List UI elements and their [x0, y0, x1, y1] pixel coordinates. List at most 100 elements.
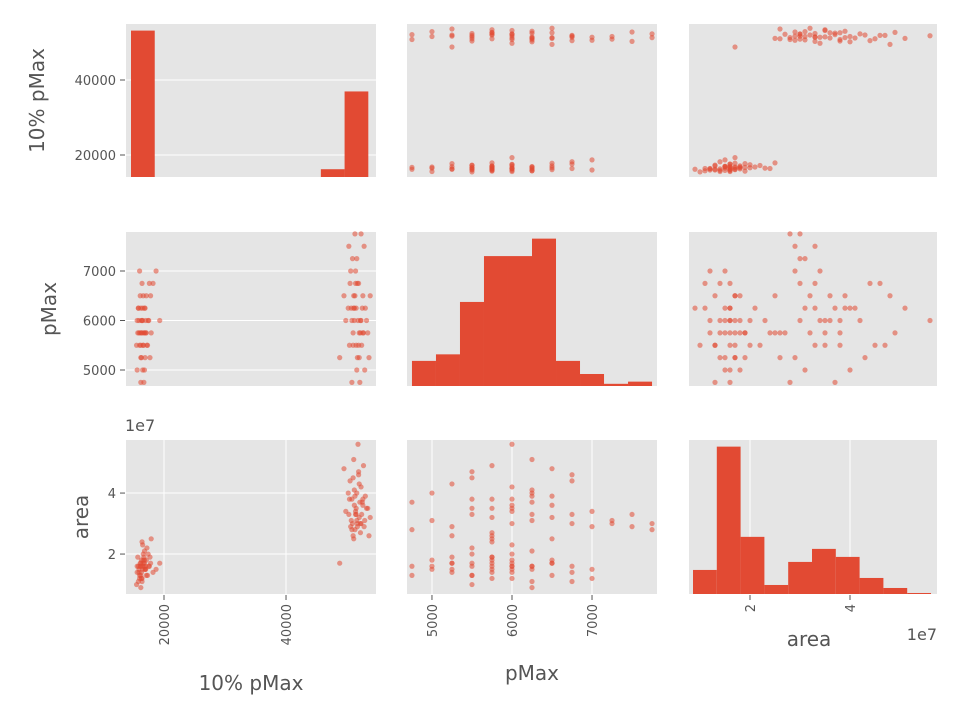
scatter-point [354, 256, 360, 262]
scatter-point [489, 36, 495, 42]
scatter-point [707, 268, 713, 274]
histogram-bar [580, 373, 605, 386]
scatter-point [350, 330, 356, 336]
scatter-point [872, 342, 878, 348]
scatter-point [509, 155, 515, 161]
scatter-point [767, 165, 773, 172]
scatter-point [360, 463, 367, 469]
scatter-point [449, 44, 455, 50]
scatter-point [812, 34, 818, 40]
scatter-point [137, 293, 143, 299]
scatter-point [807, 25, 813, 31]
histogram-bar [907, 592, 931, 594]
scatter-point [797, 31, 803, 37]
x-axis-label: pMax [505, 661, 559, 685]
scatter-point [135, 563, 141, 569]
scatter-point [569, 34, 575, 40]
scatter-point [609, 33, 615, 40]
scatter-point [133, 581, 140, 588]
scatter-point [140, 342, 146, 348]
scatter-point [589, 37, 595, 43]
scatter-point [629, 38, 635, 44]
scatter-point [529, 548, 535, 554]
scatter-point [692, 305, 698, 311]
scatter-point [847, 33, 853, 40]
scatter-point [927, 33, 933, 39]
scatter-point [727, 317, 733, 324]
scatter-point [752, 164, 758, 170]
scatter-point [817, 34, 823, 40]
scatter-point [529, 490, 535, 496]
scatter-point [549, 25, 555, 31]
scatter-point [549, 163, 555, 169]
scatter-point [140, 551, 146, 557]
scatter-point [742, 161, 748, 167]
scatter-point [366, 355, 372, 361]
scatter-point [697, 342, 703, 348]
x-axis-label: 10% pMax [199, 671, 304, 695]
scatter-point [822, 342, 828, 348]
scatter-point [887, 293, 893, 299]
panel-area-vs-pMax [407, 440, 657, 594]
scatter-point [847, 305, 853, 311]
scatter-point [367, 293, 373, 299]
scatter-point [138, 330, 145, 336]
scatter-point [802, 256, 808, 262]
scatter-point [867, 280, 873, 286]
panel-pMax-vs-10-pMax [126, 231, 376, 386]
scatter-point [135, 305, 141, 311]
scatter-point [777, 26, 783, 32]
scatter-point [449, 161, 455, 167]
scatter-point [356, 355, 362, 361]
scatter-point [489, 496, 495, 502]
scatter-point [812, 280, 818, 286]
x-tick-label: 7000 [586, 604, 601, 637]
scatter-point [143, 293, 149, 299]
scatter-point [138, 355, 144, 361]
scatter-point [140, 560, 146, 566]
scatter-point [549, 30, 555, 36]
scatter-point [157, 317, 163, 324]
scatter-point [360, 293, 366, 299]
scatter-point [346, 342, 353, 348]
scatter-point [737, 330, 743, 336]
scatter-point [857, 317, 863, 324]
scatter-point [529, 584, 535, 591]
scatter-point [343, 317, 349, 324]
scatter-point [712, 342, 718, 348]
scatter-point [772, 330, 778, 336]
scatter-point [649, 520, 655, 527]
panel-area-vs-10-pMax [126, 440, 376, 594]
panel-background [689, 24, 937, 177]
scatter-point [469, 545, 475, 551]
scatter-point [449, 26, 455, 32]
scatter-point [822, 317, 828, 324]
scatter-point [449, 524, 455, 530]
scatter-point [727, 342, 733, 348]
scatter-point [649, 527, 655, 533]
scatter-point [153, 268, 159, 274]
scatter-point [802, 33, 808, 40]
scatter-point [732, 330, 738, 336]
scatter-point [589, 508, 595, 514]
scatter-point [772, 160, 778, 166]
scatter-point [469, 505, 475, 511]
scatter-point [549, 536, 555, 542]
scatter-point [529, 517, 535, 524]
scatter-point [827, 317, 833, 324]
scatter-point [722, 330, 728, 336]
scatter-point [358, 520, 364, 527]
scatter-point [812, 305, 818, 311]
scatter-point [857, 31, 863, 37]
scatter-point [742, 355, 748, 361]
scatter-point [429, 490, 435, 496]
scatter-point [752, 305, 758, 311]
scatter-point [767, 330, 773, 336]
scatter-point [357, 379, 363, 385]
scatter-point [362, 517, 368, 524]
scatter-point [346, 496, 353, 502]
scatter-point [737, 164, 743, 170]
scatter-point [409, 499, 415, 505]
scatter-point [341, 466, 347, 472]
scatter-point [366, 533, 372, 539]
